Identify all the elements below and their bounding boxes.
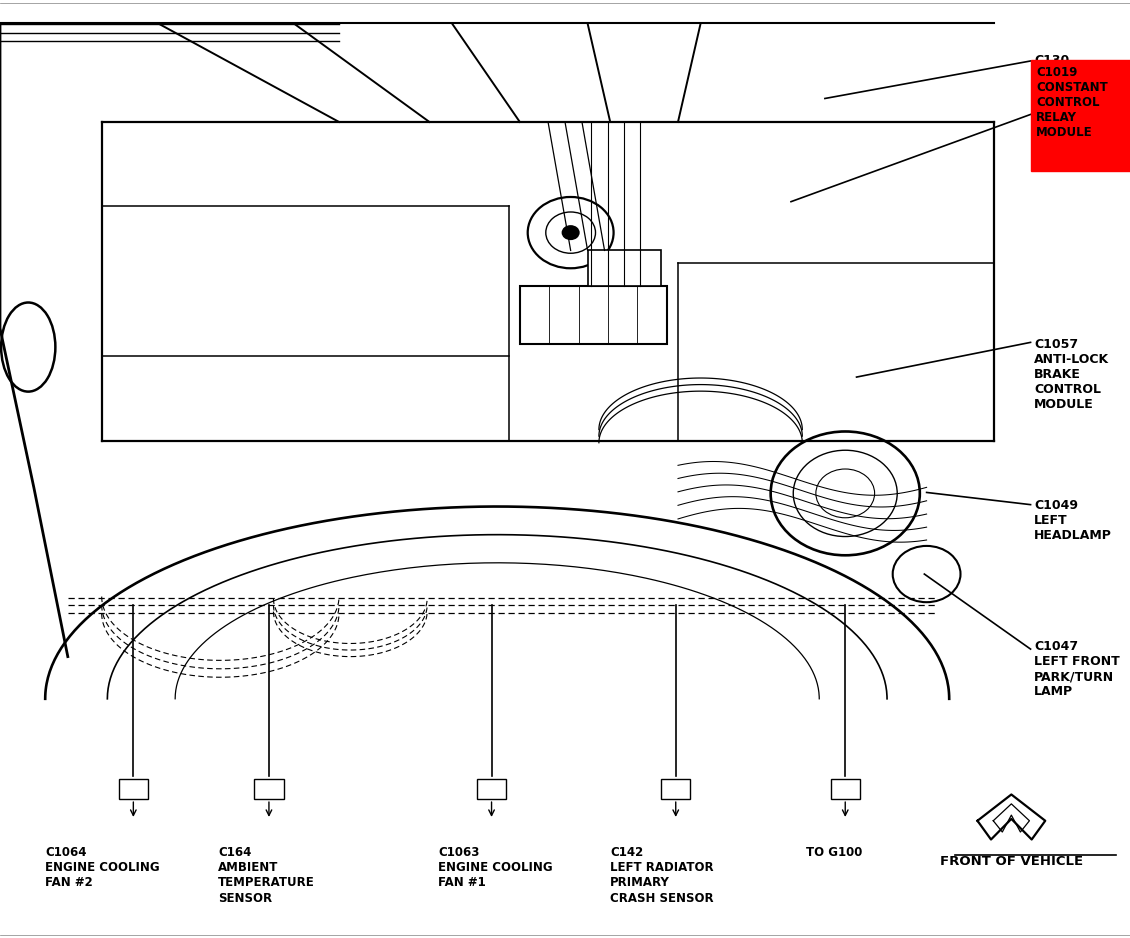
Bar	[520, 286, 667, 344]
Bar	[661, 779, 690, 799]
Text: C164
AMBIENT
TEMPERATURE
SENSOR: C164 AMBIENT TEMPERATURE SENSOR	[218, 846, 315, 904]
Text: FRONT OF VEHICLE: FRONT OF VEHICLE	[940, 855, 1083, 869]
Bar	[1031, 60, 1130, 171]
Text: C1019
CONSTANT
CONTROL
RELAY
MODULE: C1019 CONSTANT CONTROL RELAY MODULE	[1036, 66, 1107, 140]
Ellipse shape	[1, 302, 55, 392]
Circle shape	[771, 431, 920, 555]
Text: C1047
LEFT FRONT
PARK/TURN
LAMP: C1047 LEFT FRONT PARK/TURN LAMP	[1034, 640, 1120, 698]
Text: C1063
ENGINE COOLING
FAN #1: C1063 ENGINE COOLING FAN #1	[438, 846, 553, 889]
Bar	[119, 779, 148, 799]
Bar	[831, 779, 860, 799]
Bar	[477, 779, 506, 799]
Bar	[254, 779, 284, 799]
Text: C1057
ANTI-LOCK
BRAKE
CONTROL
MODULE: C1057 ANTI-LOCK BRAKE CONTROL MODULE	[1034, 338, 1109, 412]
Text: C142
LEFT RADIATOR
PRIMARY
CRASH SENSOR: C142 LEFT RADIATOR PRIMARY CRASH SENSOR	[610, 846, 714, 904]
Bar	[588, 250, 661, 286]
Text: C1064
ENGINE COOLING
FAN #2: C1064 ENGINE COOLING FAN #2	[45, 846, 159, 889]
Circle shape	[562, 225, 580, 240]
Text: C130: C130	[1034, 54, 1069, 68]
Text: TO G100: TO G100	[806, 846, 862, 859]
Text: C1049
LEFT
HEADLAMP: C1049 LEFT HEADLAMP	[1034, 499, 1112, 542]
Circle shape	[528, 197, 614, 268]
Circle shape	[893, 546, 960, 602]
